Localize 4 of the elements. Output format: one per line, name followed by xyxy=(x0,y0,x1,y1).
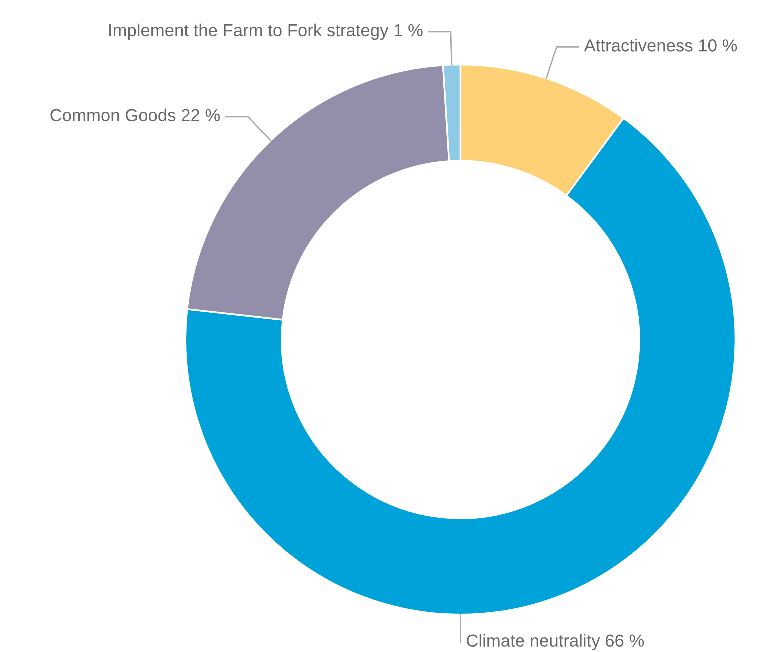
slice-label: Attractiveness 10 % xyxy=(584,39,738,52)
slice-label: Implement the Farm to Fork strategy 1 % xyxy=(110,24,423,40)
slice-label: Common Goods 22 % xyxy=(50,108,220,122)
slice-label: Climate neutrality 66 % xyxy=(467,634,644,650)
